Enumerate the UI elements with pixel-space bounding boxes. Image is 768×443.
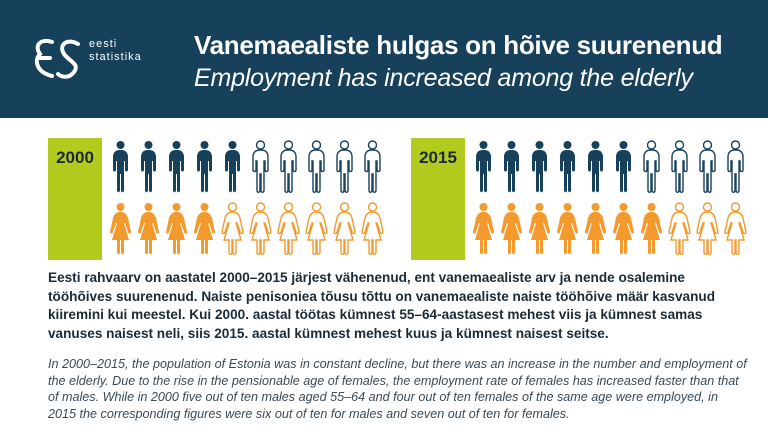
employed-female-icon [132, 202, 164, 256]
panel-2015: 2015 [411, 138, 751, 260]
not-employed-male-icon [691, 140, 723, 194]
logo-wordmark: eesti statistika [89, 38, 142, 64]
title-estonian: Vanemaealiste hulgas on hõive suurenenud [194, 30, 723, 60]
not-employed-male-icon [356, 140, 388, 194]
employed-female-icon [467, 202, 499, 256]
employed-female-icon [635, 202, 667, 256]
employed-female-icon [523, 202, 555, 256]
not-employed-female-icon [356, 202, 388, 256]
employed-male-icon [160, 140, 192, 194]
logo-line-2: statistika [89, 51, 142, 63]
not-employed-female-icon [719, 202, 751, 256]
not-employed-female-icon [216, 202, 248, 256]
employed-female-icon [607, 202, 639, 256]
employed-female-icon [495, 202, 527, 256]
employed-male-icon [132, 140, 164, 194]
employed-male-icon [188, 140, 220, 194]
body-text-estonian: Eesti rahvaarv on aastatel 2000–2015 jär… [48, 270, 716, 341]
employed-male-icon [495, 140, 527, 194]
not-employed-female-icon [244, 202, 276, 256]
year-label: 2015 [419, 148, 457, 167]
logo-line-1: eesti [89, 38, 118, 50]
employed-male-icon [607, 140, 639, 194]
year-bar: 2015 [411, 138, 465, 260]
employed-female-icon [551, 202, 583, 256]
employed-male-icon [523, 140, 555, 194]
male-figures-row [467, 140, 751, 196]
not-employed-female-icon [272, 202, 304, 256]
not-employed-male-icon [719, 140, 751, 194]
employed-female-icon [579, 202, 611, 256]
not-employed-female-icon [663, 202, 695, 256]
employed-male-icon [579, 140, 611, 194]
body-text-english: In 2000–2015, the population of Estonia … [48, 357, 747, 421]
not-employed-male-icon [635, 140, 667, 194]
employed-female-icon [104, 202, 136, 256]
employed-male-icon [104, 140, 136, 194]
employed-female-icon [188, 202, 220, 256]
not-employed-female-icon [691, 202, 723, 256]
year-bar: 2000 [48, 138, 102, 260]
title-english: Employment has increased among the elder… [194, 64, 693, 92]
female-figures-row [104, 202, 388, 258]
not-employed-male-icon [244, 140, 276, 194]
not-employed-male-icon [663, 140, 695, 194]
female-figures-row [467, 202, 751, 258]
not-employed-male-icon [300, 140, 332, 194]
not-employed-male-icon [328, 140, 360, 194]
male-figures-row [104, 140, 388, 196]
year-label: 2000 [56, 148, 94, 167]
panel-2000: 2000 [48, 138, 388, 260]
header-banner: eesti statistika Vanemaealiste hulgas on… [0, 0, 768, 118]
employed-female-icon [160, 202, 192, 256]
not-employed-male-icon [272, 140, 304, 194]
employed-male-icon [551, 140, 583, 194]
not-employed-female-icon [300, 202, 332, 256]
statistics-estonia-logo-icon [34, 39, 80, 79]
employed-male-icon [216, 140, 248, 194]
not-employed-female-icon [328, 202, 360, 256]
employed-male-icon [467, 140, 499, 194]
